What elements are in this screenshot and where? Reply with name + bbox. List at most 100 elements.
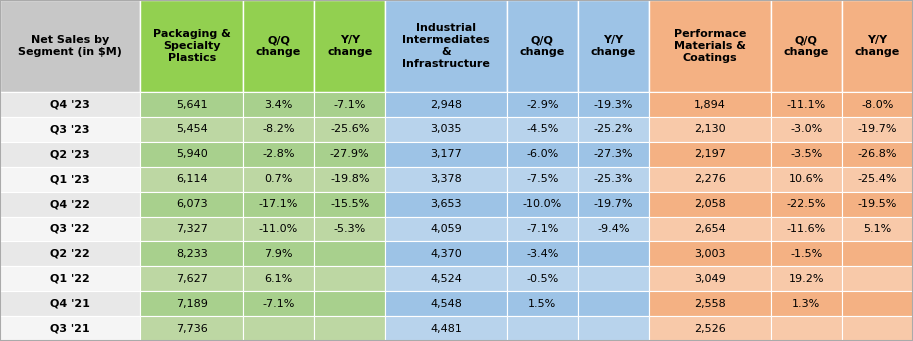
Bar xyxy=(243,266,314,291)
Bar xyxy=(385,142,507,167)
Text: 8,233: 8,233 xyxy=(176,249,207,259)
Text: -26.8%: -26.8% xyxy=(857,149,897,159)
Bar xyxy=(771,217,842,241)
Bar xyxy=(141,291,243,316)
Text: -10.0%: -10.0% xyxy=(523,199,562,209)
Bar xyxy=(842,316,913,341)
Text: -27.3%: -27.3% xyxy=(593,149,634,159)
Bar xyxy=(243,142,314,167)
Text: 3,177: 3,177 xyxy=(430,149,462,159)
Text: -19.8%: -19.8% xyxy=(330,174,370,184)
Bar xyxy=(842,291,913,316)
Bar xyxy=(243,0,314,92)
Text: -11.6%: -11.6% xyxy=(787,224,826,234)
Bar xyxy=(578,266,649,291)
Bar xyxy=(507,192,578,217)
Text: 7.9%: 7.9% xyxy=(264,249,293,259)
Bar xyxy=(314,291,385,316)
Text: -8.0%: -8.0% xyxy=(861,100,894,109)
Bar xyxy=(507,142,578,167)
Text: Y/Y
change: Y/Y change xyxy=(855,35,900,57)
Text: Q1 '23: Q1 '23 xyxy=(50,174,90,184)
Text: Q2 '22: Q2 '22 xyxy=(50,249,90,259)
Bar xyxy=(385,241,507,266)
Bar xyxy=(385,92,507,117)
Text: -6.0%: -6.0% xyxy=(526,149,559,159)
Bar xyxy=(0,0,141,92)
Text: Q/Q
change: Q/Q change xyxy=(519,35,565,57)
Text: Performace
Materials &
Coatings: Performace Materials & Coatings xyxy=(674,29,746,63)
Bar xyxy=(314,92,385,117)
Text: -7.1%: -7.1% xyxy=(262,299,295,309)
Text: Q3 '21: Q3 '21 xyxy=(50,324,90,333)
Bar xyxy=(385,316,507,341)
Bar xyxy=(649,142,771,167)
Text: Packaging &
Specialty
Plastics: Packaging & Specialty Plastics xyxy=(152,29,231,63)
Bar xyxy=(141,117,243,142)
Bar xyxy=(771,291,842,316)
Bar xyxy=(507,92,578,117)
Text: -22.5%: -22.5% xyxy=(786,199,826,209)
Bar xyxy=(314,192,385,217)
Bar xyxy=(649,192,771,217)
Bar xyxy=(578,241,649,266)
Bar xyxy=(0,266,141,291)
Bar xyxy=(771,167,842,192)
Bar xyxy=(649,167,771,192)
Text: 2,948: 2,948 xyxy=(430,100,462,109)
Text: 1.5%: 1.5% xyxy=(529,299,557,309)
Bar xyxy=(842,241,913,266)
Text: 19.2%: 19.2% xyxy=(789,274,824,284)
Text: -3.4%: -3.4% xyxy=(526,249,559,259)
Text: 5,940: 5,940 xyxy=(176,149,207,159)
Text: 4,059: 4,059 xyxy=(430,224,462,234)
Bar xyxy=(0,192,141,217)
Bar xyxy=(649,241,771,266)
Text: -25.4%: -25.4% xyxy=(857,174,897,184)
Bar xyxy=(243,192,314,217)
Bar xyxy=(578,142,649,167)
Bar xyxy=(141,0,243,92)
Bar xyxy=(314,0,385,92)
Bar xyxy=(842,217,913,241)
Text: -25.2%: -25.2% xyxy=(593,124,634,134)
Bar xyxy=(314,266,385,291)
Bar xyxy=(314,241,385,266)
Bar xyxy=(842,142,913,167)
Text: Q4 '21: Q4 '21 xyxy=(50,299,90,309)
Bar xyxy=(771,192,842,217)
Bar xyxy=(507,316,578,341)
Text: Q2 '23: Q2 '23 xyxy=(50,149,90,159)
Bar xyxy=(385,217,507,241)
Text: -27.9%: -27.9% xyxy=(330,149,370,159)
Bar xyxy=(0,167,141,192)
Text: Q4 '23: Q4 '23 xyxy=(50,100,90,109)
Bar xyxy=(771,316,842,341)
Bar xyxy=(578,291,649,316)
Bar xyxy=(243,291,314,316)
Bar xyxy=(141,167,243,192)
Bar xyxy=(314,316,385,341)
Bar xyxy=(243,241,314,266)
Bar xyxy=(649,291,771,316)
Bar xyxy=(0,142,141,167)
Bar xyxy=(141,142,243,167)
Bar xyxy=(507,167,578,192)
Bar xyxy=(243,117,314,142)
Text: 0.7%: 0.7% xyxy=(265,174,293,184)
Bar xyxy=(649,0,771,92)
Text: 3,003: 3,003 xyxy=(694,249,726,259)
Text: -25.3%: -25.3% xyxy=(593,174,634,184)
Bar xyxy=(649,217,771,241)
Bar xyxy=(141,192,243,217)
Bar xyxy=(578,192,649,217)
Text: 7,627: 7,627 xyxy=(176,274,207,284)
Text: 2,130: 2,130 xyxy=(694,124,726,134)
Text: -4.5%: -4.5% xyxy=(526,124,559,134)
Text: -5.3%: -5.3% xyxy=(333,224,366,234)
Text: 6.1%: 6.1% xyxy=(265,274,293,284)
Text: 3.4%: 3.4% xyxy=(265,100,293,109)
Text: -11.1%: -11.1% xyxy=(787,100,826,109)
Text: 2,058: 2,058 xyxy=(694,199,726,209)
Bar xyxy=(141,241,243,266)
